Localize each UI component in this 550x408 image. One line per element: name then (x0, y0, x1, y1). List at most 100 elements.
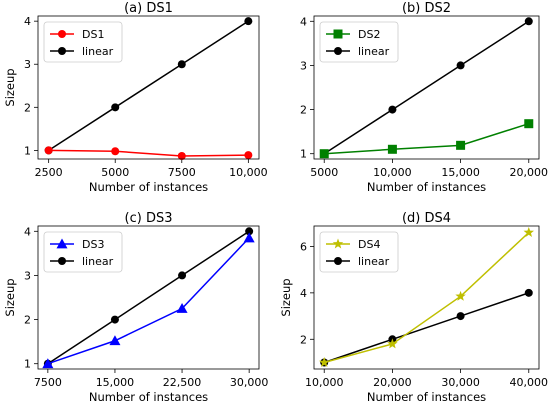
chart-panel-1: (a) DS1 2500 5000 7500 10,000 1 2 3 4 Number of i… (3, 1, 268, 194)
data-point (177, 151, 186, 160)
data-point (243, 232, 255, 243)
legend: DS4 linear (319, 231, 399, 273)
series-line (48, 149, 249, 157)
data-point (319, 149, 329, 159)
series-line (323, 20, 530, 155)
legend-label: linear (82, 45, 114, 58)
y-tick-label: 1 (24, 144, 31, 157)
y-tick-label: 2 (24, 101, 31, 114)
legend-marker (334, 47, 342, 55)
data-point (109, 335, 121, 346)
data-point (455, 290, 466, 301)
y-tick-label: 3 (24, 269, 31, 282)
series-line (48, 20, 249, 152)
series-line (47, 230, 250, 365)
legend-marker (58, 47, 66, 55)
data-point (111, 147, 120, 156)
y-tick-label: 6 (300, 240, 307, 253)
chart-panel-3: (c) DS3 7500 15,000 22,500 30,000 1 2 3 4 Number … (3, 211, 268, 404)
x-tick-label: 10,000 (229, 166, 268, 179)
data-point (456, 140, 466, 150)
x-tick-label: 15,000 (96, 376, 135, 389)
series-line (324, 122, 529, 155)
data-point (387, 144, 397, 154)
data-point (524, 119, 534, 129)
legend-label: linear (82, 255, 114, 268)
x-tick-label: 20,000 (373, 376, 412, 389)
legend-marker (58, 30, 66, 38)
chart-title: (a) DS1 (124, 1, 173, 16)
x-axis-label: Number of instances (89, 390, 208, 404)
x-tick-label: 30,000 (441, 376, 480, 389)
legend-label: DS3 (82, 238, 104, 251)
x-tick-label: 15,000 (441, 166, 480, 179)
y-axis-label: Sizeup (3, 278, 17, 316)
series-line (323, 292, 530, 364)
legend-marker (56, 238, 68, 249)
legend-label: DS4 (358, 238, 380, 251)
y-tick-label: 1 (24, 358, 31, 371)
series-ds2 (319, 119, 534, 159)
y-tick-label: 2 (24, 314, 31, 327)
x-tick-label: 5000 (310, 166, 338, 179)
x-tick-label: 5000 (101, 166, 129, 179)
legend-marker (332, 238, 344, 249)
data-point (387, 338, 398, 349)
data-point (176, 303, 188, 313)
data-point (456, 312, 465, 321)
plot-frame (313, 15, 540, 160)
chart-panel-4: (d) DS4 10,000 20,000 30,000 40,000 2 4 6 Number… (279, 211, 548, 404)
series-line (324, 231, 530, 364)
data-point (244, 151, 253, 160)
chart-title: (c) DS3 (125, 211, 173, 226)
data-point (244, 17, 253, 26)
x-tick-label: 2500 (35, 166, 63, 179)
y-tick-label: 2 (300, 333, 307, 346)
y-axis-label: Sizeup (279, 278, 293, 316)
data-point (245, 227, 254, 236)
legend-label: DS1 (82, 28, 104, 41)
chart-title: (d) DS4 (402, 211, 451, 226)
y-tick-label: 3 (300, 59, 307, 72)
data-point (42, 358, 54, 369)
data-point (524, 288, 533, 297)
y-tick-label: 4 (300, 287, 307, 300)
data-point (523, 227, 534, 237)
legend-marker (333, 29, 343, 39)
legend-marker (58, 257, 66, 265)
data-point (178, 271, 187, 280)
x-tick-label: 7500 (168, 166, 196, 179)
plot-frame (313, 225, 540, 370)
data-point (388, 105, 397, 114)
series-line (47, 237, 250, 365)
data-point (44, 146, 53, 155)
x-tick-label: 30,000 (230, 376, 269, 389)
x-axis-label: Number of instances (367, 180, 486, 194)
x-tick-label: 10,000 (373, 166, 412, 179)
legend: DS2 linear (319, 21, 399, 63)
data-point (524, 17, 533, 26)
data-point (319, 357, 330, 367)
chart-panel-2: (b) DS2 5000 10,000 15,000 20,000 1 2 3 4 Number … (300, 1, 548, 194)
series-ds4 (319, 227, 534, 367)
plot-frame (37, 225, 260, 370)
data-point (110, 315, 119, 324)
data-point (111, 103, 120, 112)
x-tick-label: 10,000 (305, 376, 344, 389)
x-axis-label: Number of instances (89, 180, 208, 194)
y-tick-label: 1 (300, 148, 307, 161)
y-tick-label: 3 (24, 58, 31, 71)
series-ds3 (42, 232, 255, 369)
x-tick-label: 7500 (34, 376, 62, 389)
chart-title: (b) DS2 (402, 1, 451, 16)
y-tick-label: 2 (300, 104, 307, 117)
legend-label: DS2 (358, 28, 380, 41)
y-tick-label: 4 (24, 15, 31, 28)
data-point (456, 61, 465, 70)
series-ds1 (44, 146, 253, 160)
plot-frame (37, 15, 260, 160)
legend-marker (334, 257, 342, 265)
y-axis-label: Sizeup (3, 68, 17, 106)
legend-label: linear (358, 45, 390, 58)
